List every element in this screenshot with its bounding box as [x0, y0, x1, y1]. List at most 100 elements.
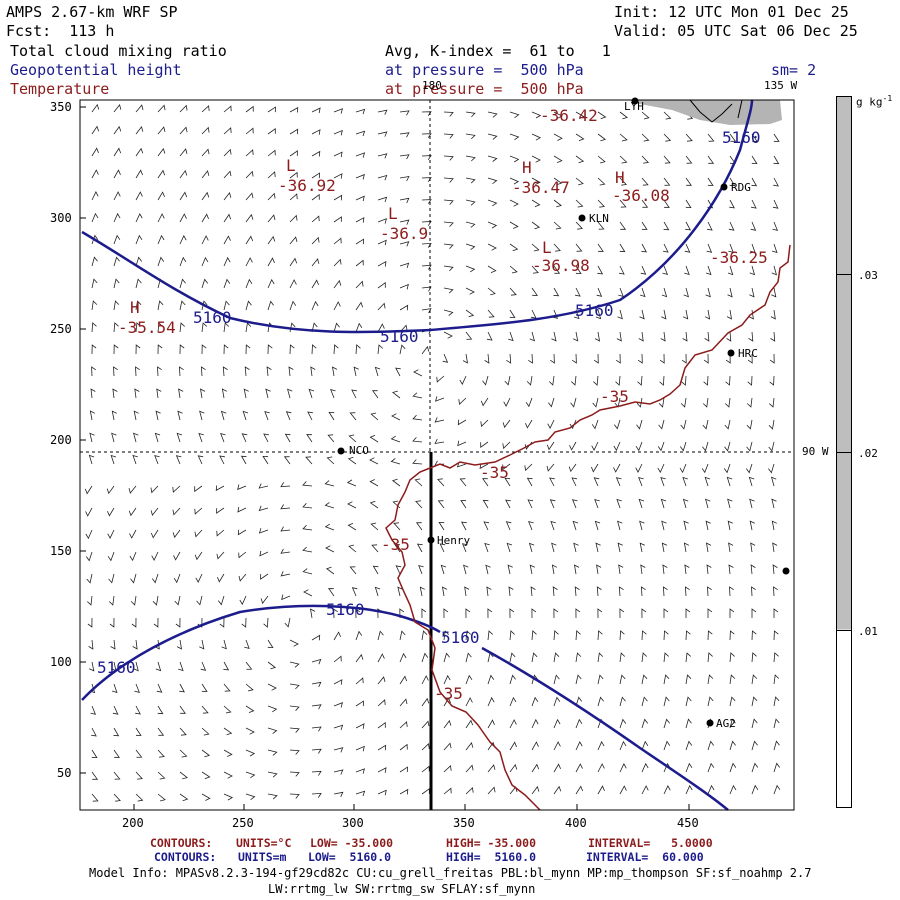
- wind-barb: [263, 617, 269, 628]
- wind-barb: [729, 652, 735, 663]
- wind-barb: [595, 542, 601, 553]
- wind-barb: [91, 103, 100, 113]
- wind-barb: [324, 480, 335, 487]
- wind-barb: [482, 478, 489, 487]
- wind-barb: [549, 477, 555, 487]
- wind-barb: [728, 564, 734, 575]
- wind-barb: [377, 218, 387, 224]
- wind-barb: [571, 499, 578, 509]
- wind-barb: [135, 705, 141, 715]
- height-contour-label-footer: CONTOURS:: [154, 850, 217, 864]
- x-tick-label: 200: [122, 816, 144, 830]
- wind-barb: [636, 419, 643, 430]
- wind-barb: [729, 199, 735, 209]
- wind-barb: [244, 639, 250, 649]
- wind-barb: [685, 221, 692, 231]
- wind-barb: [377, 153, 388, 159]
- temperature-contour-label: -35: [381, 535, 410, 554]
- wind-barb: [421, 177, 432, 183]
- wind-barb: [616, 498, 622, 509]
- wind-barb: [527, 499, 534, 509]
- wind-barb: [280, 504, 291, 510]
- wind-barb: [724, 397, 731, 408]
- wind-barb: [639, 520, 645, 531]
- wind-barb: [679, 463, 687, 474]
- wind-barb: [751, 608, 757, 618]
- wind-barb: [594, 520, 601, 531]
- wind-barb: [151, 573, 159, 584]
- wind-barb: [311, 172, 321, 179]
- wind-barb: [172, 485, 181, 493]
- wind-barb: [311, 658, 322, 665]
- wind-barb: [179, 148, 188, 157]
- wind-barb: [134, 683, 140, 693]
- wind-barb: [349, 566, 357, 575]
- wind-barb: [618, 586, 624, 597]
- wind-barb: [615, 375, 621, 386]
- wind-barb: [575, 763, 583, 773]
- wind-barb: [437, 478, 445, 487]
- wind-barb: [772, 199, 779, 209]
- wind-barb: [84, 485, 93, 495]
- wind-barb: [179, 344, 185, 355]
- wind-barb: [487, 133, 498, 140]
- wind-barb: [658, 419, 665, 430]
- wind-barb: [311, 792, 322, 798]
- wind-barb: [663, 674, 670, 685]
- wind-barb: [729, 762, 737, 773]
- wind-barb: [106, 485, 115, 495]
- wind-barb: [333, 791, 344, 797]
- wind-barb: [157, 126, 166, 135]
- wind-barb: [480, 397, 489, 407]
- wind-barb: [459, 478, 467, 487]
- wind-barb: [157, 256, 165, 267]
- wind-barb: [215, 485, 225, 492]
- wind-barb: [91, 727, 97, 737]
- colorbar-tick-label: .02: [858, 447, 878, 460]
- wind-barb: [132, 639, 138, 650]
- wind-barb: [241, 433, 248, 443]
- wind-barb: [619, 718, 627, 729]
- x-tick-label: 450: [677, 816, 699, 830]
- wind-barb: [685, 630, 691, 641]
- wind-barb: [435, 396, 445, 402]
- wind-barb: [416, 543, 423, 553]
- wind-barb: [201, 256, 209, 267]
- wind-barb: [773, 177, 779, 187]
- height-contour-low: LOW= 5160.0: [308, 850, 392, 864]
- wind-barb: [245, 192, 254, 201]
- wind-barb: [280, 526, 291, 532]
- wind-barb: [133, 661, 139, 672]
- low-marker: L: [388, 204, 398, 223]
- wind-barb: [289, 705, 300, 711]
- wind-barb: [465, 608, 471, 619]
- wind-barb: [506, 542, 513, 553]
- wind-barb: [135, 126, 144, 135]
- wind-barb: [769, 353, 775, 364]
- wind-barb: [553, 608, 559, 619]
- wind-barb: [264, 411, 270, 421]
- wind-barb: [443, 674, 451, 685]
- wind-barb: [355, 301, 364, 311]
- wind-barb: [437, 500, 445, 509]
- wind-barb: [135, 344, 141, 355]
- wind-barb: [460, 500, 467, 509]
- wind-barb: [135, 300, 142, 311]
- height-contour: [81, 99, 754, 334]
- wind-barb: [551, 542, 557, 553]
- wind-barb: [443, 155, 454, 161]
- low-marker: L: [286, 156, 296, 175]
- wind-barb: [508, 331, 514, 342]
- wind-barb: [443, 719, 452, 729]
- model-info-physics: LW:rrtmg_lw SW:rrtmg_sw SFLAY:sf_mynn: [268, 882, 536, 896]
- wind-barb: [591, 419, 599, 430]
- wind-barb: [685, 718, 692, 729]
- wind-barb: [112, 388, 118, 399]
- wind-barb: [289, 150, 298, 157]
- y-tick-label: 250: [50, 322, 72, 336]
- wind-barb: [638, 498, 645, 509]
- wind-barb: [223, 322, 230, 333]
- wind-barb: [324, 523, 335, 531]
- wind-barb: [658, 397, 665, 408]
- wind-barb: [591, 463, 599, 473]
